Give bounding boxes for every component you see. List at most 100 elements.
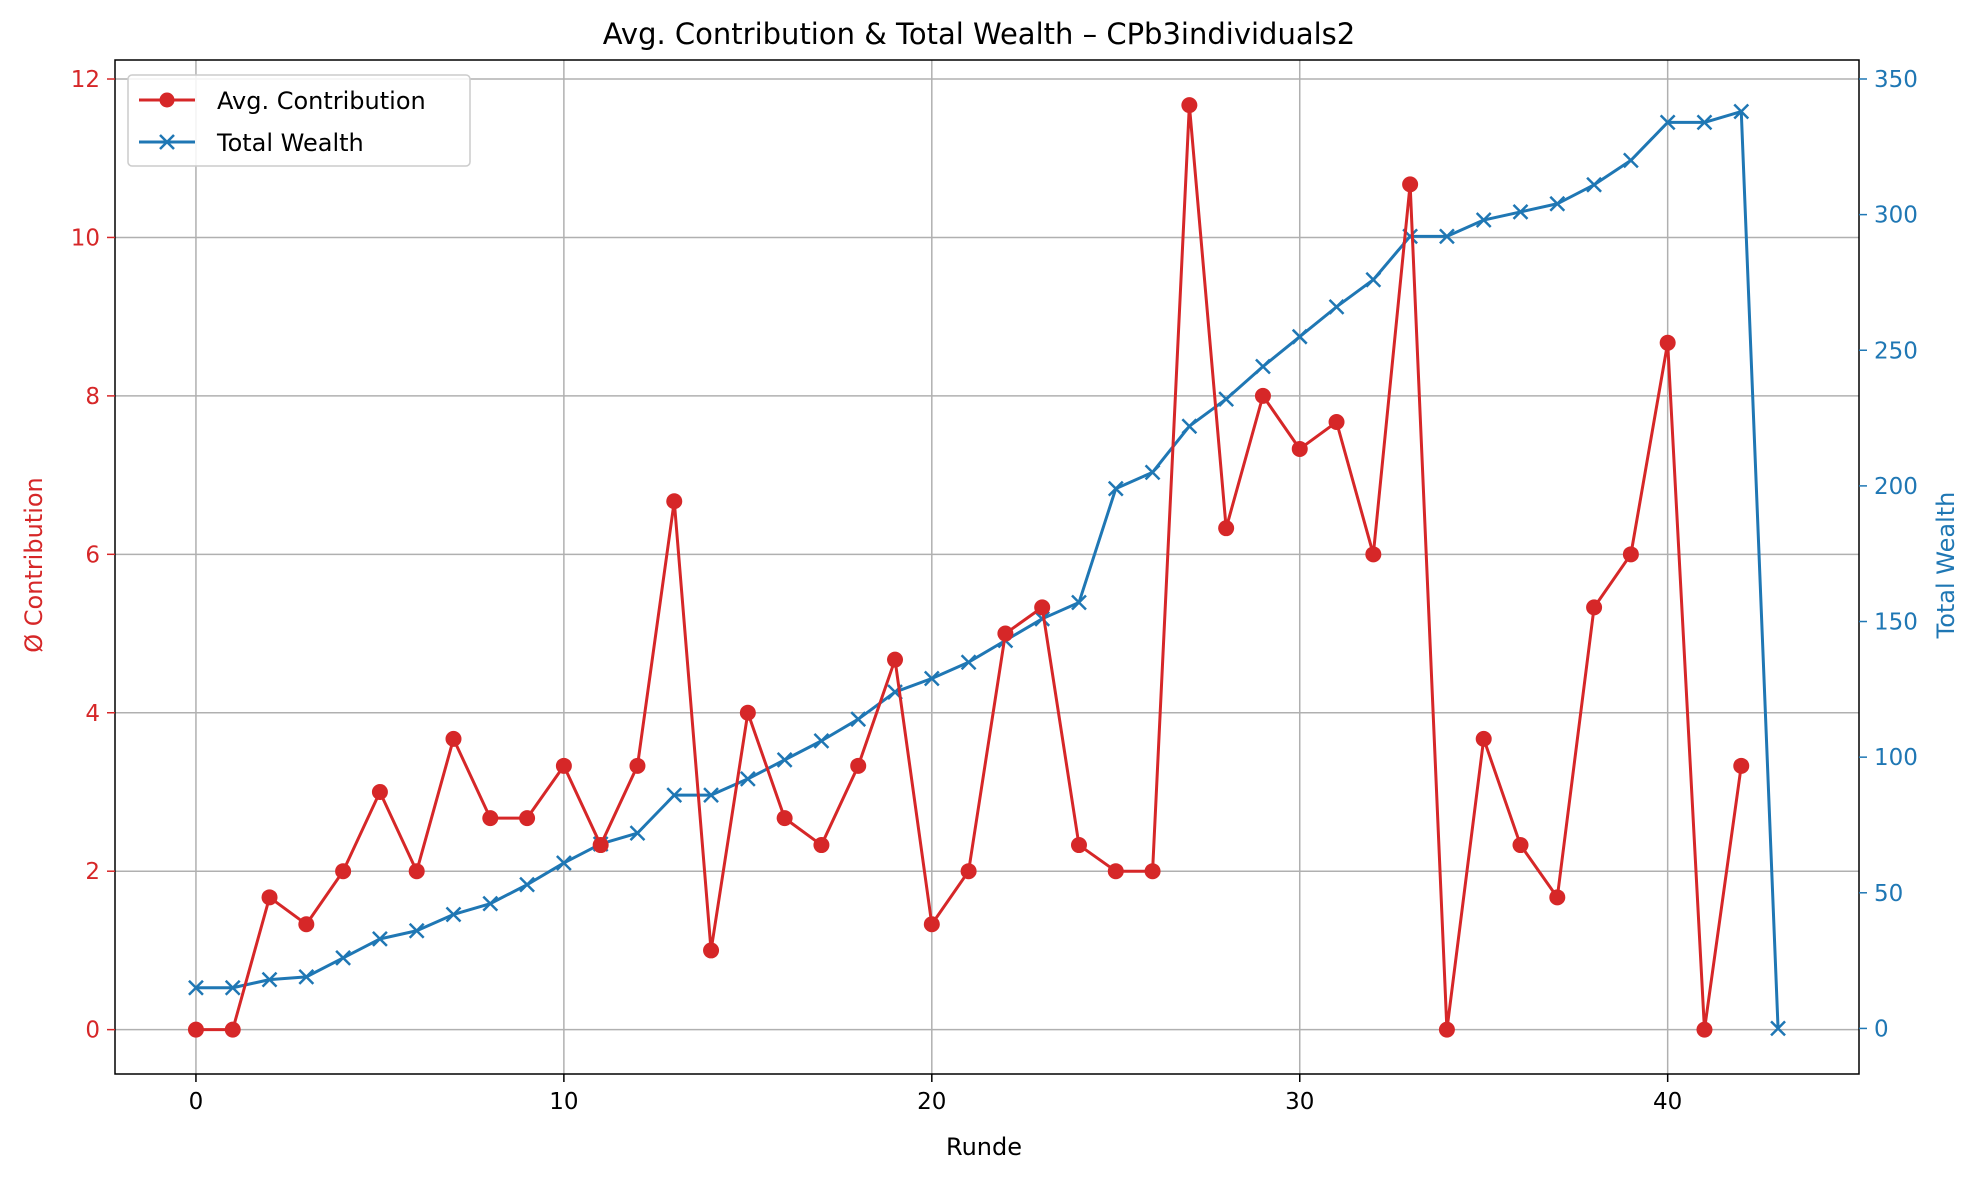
total-wealth-point	[445, 906, 462, 923]
avg-contribution-point	[923, 916, 940, 933]
avg-contribution-point	[1586, 599, 1603, 616]
chart-title: Avg. Contribution & Total Wealth – CPb3i…	[603, 17, 1355, 51]
avg-contribution-point	[1107, 863, 1124, 880]
total-wealth-point	[1071, 594, 1087, 611]
total-wealth-point	[666, 787, 683, 804]
axes-layer: 0 10 20 30 40 0 2 4 6 8 10 12 0 50 100 150 200 250 300 350	[71, 67, 1918, 1115]
total-wealth-point	[1770, 1020, 1786, 1037]
avg-contribution-point	[1328, 414, 1345, 431]
legend-contribution-marker	[159, 92, 175, 108]
avg-contribution-point	[629, 757, 646, 774]
avg-contribution-point	[1034, 599, 1051, 616]
left-y-tick-label: 4	[85, 701, 100, 727]
avg-contribution-point	[960, 863, 977, 880]
avg-contribution-point	[1218, 520, 1235, 537]
avg-contribution-point	[261, 889, 278, 906]
avg-contribution-point	[1549, 889, 1566, 906]
right-y-tick-label: 200	[1874, 474, 1918, 500]
x-tick-label: 10	[549, 1089, 578, 1115]
total-wealth-point	[1733, 103, 1750, 120]
total-wealth-point	[1549, 195, 1566, 212]
total-wealth-point	[1586, 176, 1602, 193]
right-y-tick-label: 250	[1874, 338, 1918, 364]
total-wealth-line	[195, 110, 1780, 1029]
total-wealth-point	[224, 979, 241, 996]
total-wealth-point	[482, 895, 499, 912]
total-wealth-point	[408, 922, 425, 939]
total-wealth-point	[1255, 358, 1271, 375]
avg-contribution-point	[224, 1021, 241, 1038]
avg-contribution-point	[592, 837, 609, 854]
avg-contribution-series	[187, 97, 1750, 1038]
left-y-tick-label: 2	[85, 859, 100, 885]
total-wealth-point	[1291, 328, 1308, 345]
x-axis-label: Runde	[946, 1133, 1022, 1161]
avg-contribution-point	[1659, 334, 1676, 351]
avg-contribution-point	[850, 757, 867, 774]
left-y-tick-label: 10	[71, 225, 100, 251]
left-y-tick-label: 12	[71, 67, 100, 93]
left-y-tick-label: 8	[85, 384, 100, 410]
right-y-tick-label: 50	[1874, 881, 1903, 907]
total-wealth-point	[850, 711, 867, 728]
total-wealth-point	[1144, 464, 1161, 481]
total-wealth-point	[629, 825, 646, 841]
plot-frame	[114, 59, 1860, 1075]
total-wealth-point	[261, 971, 278, 988]
legend-wealth-label: Total Wealth	[216, 129, 364, 157]
avg-contribution-point	[1402, 176, 1419, 193]
legend-box	[127, 74, 471, 167]
avg-contribution-point	[482, 810, 499, 827]
total-wealth-point	[335, 950, 352, 966]
right-y-tick-label: 0	[1874, 1016, 1889, 1042]
total-wealth-point	[1439, 228, 1455, 245]
total-wealth-series	[188, 103, 1786, 1037]
avg-contribution-point	[371, 783, 388, 800]
avg-contribution-point	[1291, 440, 1308, 457]
left-y-tick-label: 0	[85, 1018, 100, 1044]
total-wealth-point	[555, 855, 572, 871]
right-y-tick-label: 300	[1874, 203, 1918, 229]
total-wealth-point	[1365, 271, 1382, 288]
avg-contribution-point	[555, 757, 572, 774]
avg-contribution-point	[1622, 546, 1639, 563]
avg-contribution-point	[1365, 546, 1382, 563]
right-y-tick-label: 150	[1874, 610, 1918, 636]
total-wealth-point	[1659, 114, 1676, 131]
avg-contribution-point	[1181, 97, 1198, 114]
avg-contribution-point	[813, 837, 830, 854]
avg-contribution-point	[1475, 730, 1492, 747]
avg-contribution-point	[997, 625, 1014, 642]
total-wealth-point	[519, 876, 535, 893]
avg-contribution-point	[776, 810, 793, 827]
avg-contribution-point	[519, 810, 536, 827]
total-wealth-point	[1512, 204, 1529, 220]
total-wealth-point	[1034, 610, 1051, 627]
total-wealth-point	[1181, 418, 1198, 435]
avg-contribution-point	[1144, 863, 1161, 880]
avg-contribution-point	[408, 863, 425, 880]
avg-contribution-point	[335, 863, 352, 880]
avg-contribution-point	[1512, 837, 1529, 854]
x-tick-label: 20	[917, 1089, 946, 1115]
total-wealth-point	[1107, 480, 1124, 497]
total-wealth-point	[739, 770, 756, 787]
avg-contribution-point	[1070, 837, 1087, 854]
avg-contribution-point	[1254, 387, 1271, 404]
total-wealth-point	[813, 732, 830, 749]
total-wealth-point	[372, 931, 388, 947]
total-wealth-point	[1218, 391, 1235, 407]
avg-contribution-point	[739, 704, 756, 721]
avg-contribution-point	[666, 493, 683, 510]
total-wealth-point	[1622, 152, 1639, 169]
right-y-axis-label: Total Wealth	[1932, 492, 1960, 640]
left-y-axis-label: Ø Contribution	[20, 477, 48, 653]
avg-contribution-point	[298, 916, 315, 933]
legend-wealth-marker	[159, 134, 175, 150]
legend-contribution-label: Avg. Contribution	[217, 87, 426, 115]
x-tick-label: 40	[1653, 1089, 1682, 1115]
total-wealth-point	[1328, 298, 1345, 315]
